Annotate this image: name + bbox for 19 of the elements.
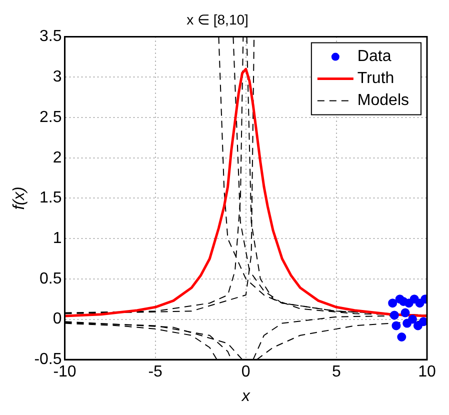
y-tick-label: 2 bbox=[52, 149, 62, 166]
y-tick-label: 0.5 bbox=[40, 270, 62, 288]
y-tick-label: 0 bbox=[52, 310, 62, 328]
legend-label: Models bbox=[357, 92, 409, 110]
x-axis-title: x bbox=[240, 388, 251, 405]
y-tick-label: 3.5 bbox=[40, 28, 62, 46]
y-axis-title: f(x) bbox=[11, 186, 28, 210]
chart-title: x ∈ [8,10] bbox=[186, 11, 248, 28]
legend-label: Data bbox=[357, 48, 392, 66]
x-tick-label: -10 bbox=[53, 364, 76, 381]
legend-label: Truth bbox=[357, 70, 394, 88]
y-tick-label: 3 bbox=[52, 68, 62, 86]
y-tick-label: 2.5 bbox=[40, 108, 62, 126]
x-tick-label: -5 bbox=[148, 364, 163, 381]
x-tick-label: 10 bbox=[418, 364, 436, 381]
y-tick-label: 1.5 bbox=[40, 190, 62, 207]
x-tick-label: 5 bbox=[332, 364, 341, 381]
y-tick-label: 1 bbox=[52, 230, 62, 247]
x-tick-label: 0 bbox=[241, 364, 250, 381]
